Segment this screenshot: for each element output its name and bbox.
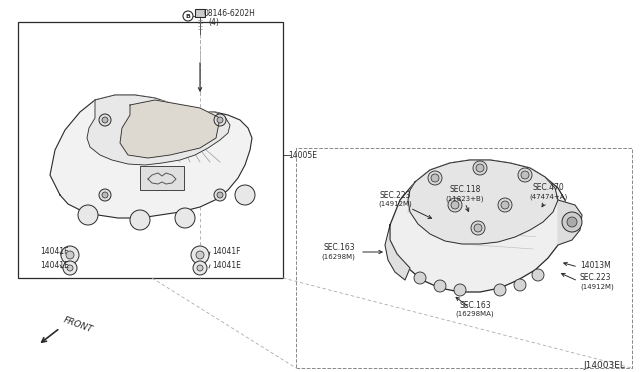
Circle shape bbox=[532, 269, 544, 281]
Circle shape bbox=[474, 224, 482, 232]
Circle shape bbox=[67, 265, 73, 271]
Bar bbox=[18, 22, 283, 278]
Text: (4): (4) bbox=[208, 17, 219, 26]
Circle shape bbox=[521, 171, 529, 179]
Circle shape bbox=[78, 205, 98, 225]
Text: (14912M): (14912M) bbox=[378, 201, 412, 207]
Bar bbox=[195, 9, 205, 17]
Bar bbox=[140, 166, 184, 190]
Text: 14013M: 14013M bbox=[580, 260, 611, 269]
Text: 14041F: 14041F bbox=[212, 247, 241, 257]
Polygon shape bbox=[50, 95, 252, 218]
Circle shape bbox=[448, 198, 462, 212]
Polygon shape bbox=[385, 225, 410, 280]
Bar bbox=[296, 148, 632, 368]
Circle shape bbox=[562, 212, 582, 232]
Circle shape bbox=[494, 284, 506, 296]
Text: 14041E: 14041E bbox=[40, 260, 69, 269]
Text: 14041E: 14041E bbox=[212, 260, 241, 269]
Circle shape bbox=[193, 261, 207, 275]
Circle shape bbox=[61, 246, 79, 264]
Circle shape bbox=[175, 208, 195, 228]
Circle shape bbox=[501, 201, 509, 209]
Text: 14041F: 14041F bbox=[40, 247, 68, 257]
Circle shape bbox=[498, 198, 512, 212]
Text: SEC.163: SEC.163 bbox=[459, 301, 491, 310]
Circle shape bbox=[476, 164, 484, 172]
Text: SEC.470: SEC.470 bbox=[532, 183, 564, 192]
Circle shape bbox=[214, 114, 226, 126]
Text: 08146-6202H: 08146-6202H bbox=[203, 9, 255, 17]
Circle shape bbox=[63, 261, 77, 275]
Circle shape bbox=[451, 201, 459, 209]
Circle shape bbox=[102, 117, 108, 123]
Circle shape bbox=[102, 192, 108, 198]
Circle shape bbox=[434, 280, 446, 292]
Text: SEC.223: SEC.223 bbox=[580, 273, 611, 282]
Text: SEC.223: SEC.223 bbox=[380, 190, 411, 199]
Circle shape bbox=[197, 265, 203, 271]
Circle shape bbox=[414, 272, 426, 284]
Polygon shape bbox=[408, 160, 558, 244]
Text: (14912M): (14912M) bbox=[580, 284, 614, 290]
Text: 14005E: 14005E bbox=[288, 151, 317, 160]
Polygon shape bbox=[87, 95, 230, 165]
Circle shape bbox=[473, 161, 487, 175]
Circle shape bbox=[66, 251, 74, 259]
Text: J14003EL: J14003EL bbox=[583, 360, 625, 369]
Circle shape bbox=[217, 117, 223, 123]
Text: (16298M): (16298M) bbox=[321, 254, 355, 260]
Circle shape bbox=[235, 185, 255, 205]
Circle shape bbox=[514, 279, 526, 291]
Text: SEC.118: SEC.118 bbox=[449, 186, 481, 195]
Circle shape bbox=[214, 189, 226, 201]
Circle shape bbox=[428, 171, 442, 185]
Polygon shape bbox=[390, 160, 568, 292]
Circle shape bbox=[191, 246, 209, 264]
Text: (11823+B): (11823+B) bbox=[445, 196, 484, 202]
Circle shape bbox=[217, 192, 223, 198]
Text: B: B bbox=[186, 13, 191, 19]
Circle shape bbox=[130, 210, 150, 230]
Circle shape bbox=[567, 217, 577, 227]
Circle shape bbox=[183, 11, 193, 21]
Circle shape bbox=[518, 168, 532, 182]
Circle shape bbox=[431, 174, 439, 182]
Text: FRONT: FRONT bbox=[62, 315, 94, 334]
Circle shape bbox=[471, 221, 485, 235]
Circle shape bbox=[99, 189, 111, 201]
Circle shape bbox=[454, 284, 466, 296]
Circle shape bbox=[99, 114, 111, 126]
Circle shape bbox=[196, 251, 204, 259]
Text: (47474+A): (47474+A) bbox=[529, 194, 567, 200]
Text: SEC.163: SEC.163 bbox=[323, 244, 355, 253]
Text: (16298MA): (16298MA) bbox=[456, 311, 494, 317]
Polygon shape bbox=[120, 100, 220, 158]
Polygon shape bbox=[558, 200, 582, 245]
